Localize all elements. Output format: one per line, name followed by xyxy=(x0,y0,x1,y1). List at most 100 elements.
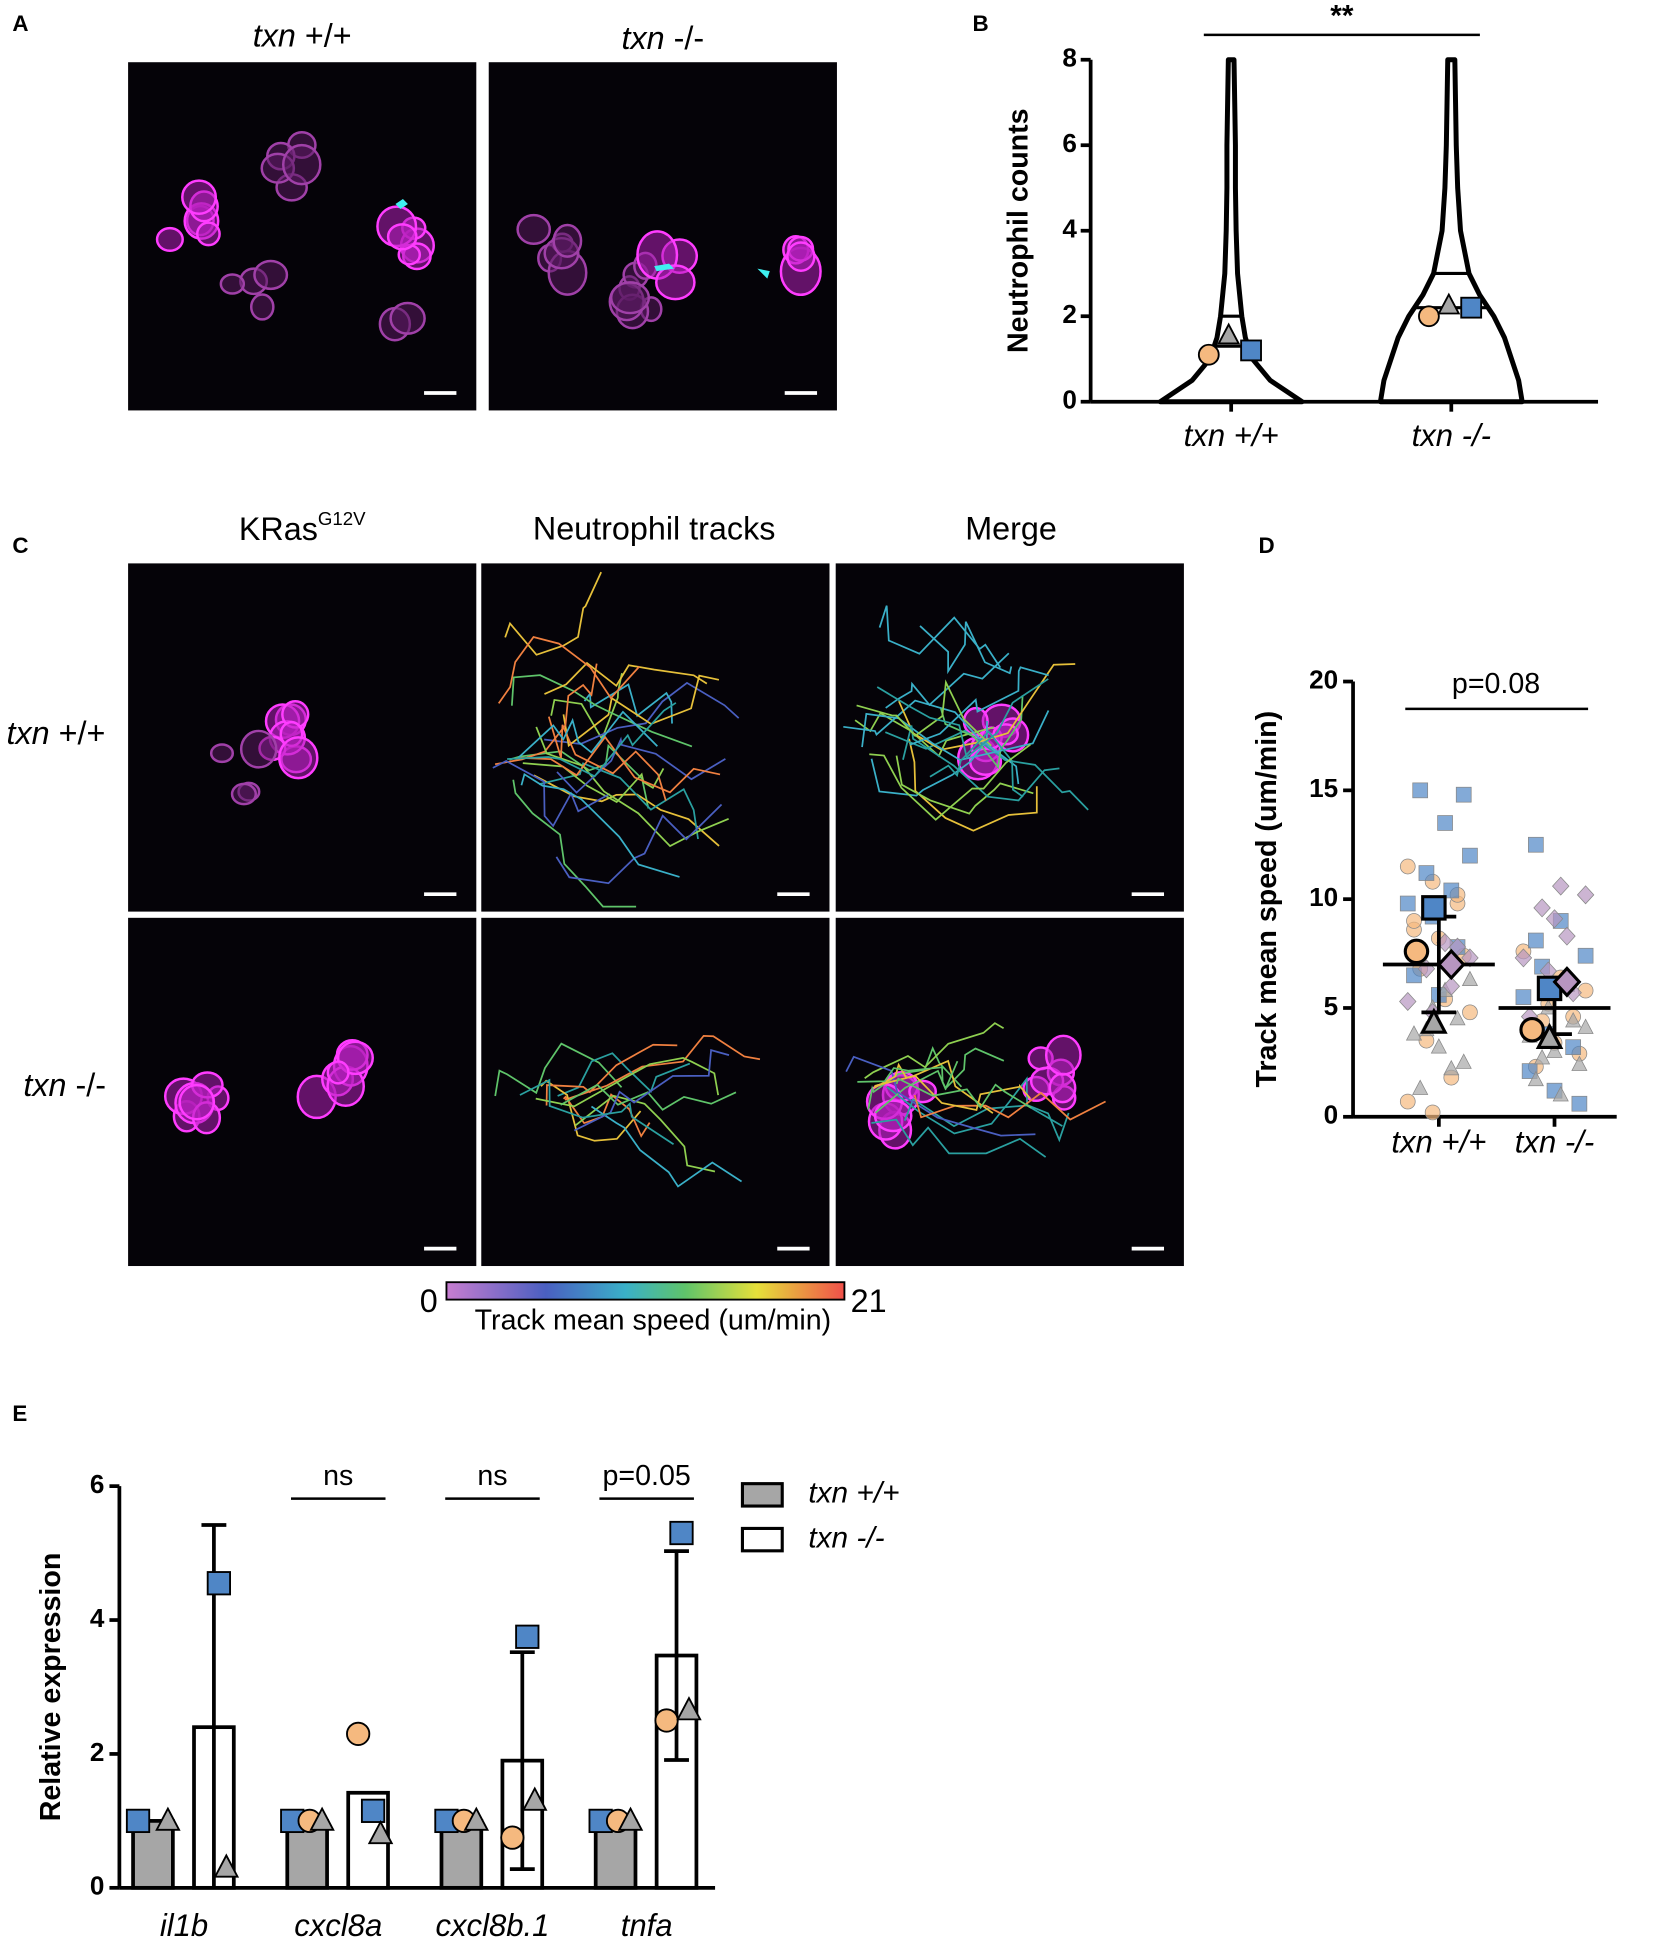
cell xyxy=(609,281,651,315)
y-tick-label: 6 xyxy=(90,1469,105,1499)
marker xyxy=(1406,967,1422,984)
y-axis-label: Neutrophil counts xyxy=(1002,108,1034,353)
marker xyxy=(1418,305,1440,328)
neutrophil-track xyxy=(494,1042,623,1097)
neutrophil-track xyxy=(557,1052,691,1097)
neutrophil-track xyxy=(492,760,611,828)
cell xyxy=(249,293,275,321)
genotype: +/+ xyxy=(59,715,106,751)
gene: txn xyxy=(253,17,296,53)
marker xyxy=(654,1708,679,1733)
marker xyxy=(1571,1095,1588,1112)
micrograph xyxy=(835,917,1184,1267)
neutrophil-track xyxy=(919,621,1013,675)
cell xyxy=(873,1099,913,1133)
y-tick-label: 2 xyxy=(1062,299,1077,329)
significance-label: ** xyxy=(1330,0,1354,32)
marker xyxy=(1577,1018,1594,1034)
cell xyxy=(181,179,218,215)
legend-swatch xyxy=(740,1526,784,1553)
marker xyxy=(1436,948,1466,981)
cell xyxy=(230,782,258,806)
neutrophil-track xyxy=(520,772,680,878)
marker xyxy=(1421,895,1447,921)
marker xyxy=(1514,948,1533,968)
y-tick-label: 2 xyxy=(90,1737,105,1767)
neutrophil-track xyxy=(929,730,1024,798)
marker xyxy=(1533,1049,1551,1065)
marker xyxy=(1455,1053,1472,1069)
marker xyxy=(522,1786,548,1811)
panel-label: C xyxy=(12,533,28,558)
y-tick-label: 6 xyxy=(1062,128,1077,158)
marker xyxy=(1552,966,1582,998)
marker xyxy=(1577,947,1594,964)
marker xyxy=(1565,1039,1582,1055)
marker xyxy=(346,1721,371,1746)
y-tick-label: 10 xyxy=(1309,882,1338,912)
micrograph xyxy=(128,62,477,411)
y-tick-label: 0 xyxy=(90,1871,105,1901)
marker xyxy=(309,1806,335,1831)
neutrophil-track xyxy=(555,803,723,885)
marker xyxy=(515,1624,540,1649)
cell xyxy=(196,221,221,247)
marker xyxy=(1460,296,1483,319)
panel-label: B xyxy=(973,11,989,36)
marker xyxy=(1462,847,1478,864)
neutrophil-track xyxy=(908,738,1038,832)
genotype: -/- xyxy=(674,19,705,55)
marker xyxy=(1240,339,1262,362)
neutrophil-track xyxy=(902,725,1060,802)
marker xyxy=(1546,1042,1563,1058)
annotation: p=0.08 xyxy=(1452,668,1540,700)
x-tick-label: txn -/- xyxy=(1412,418,1491,453)
y-tick-label: 0 xyxy=(1062,385,1077,415)
marker xyxy=(1461,970,1479,987)
colorbar-label: Track mean speed (um/min) xyxy=(475,1305,831,1337)
neutrophil-track xyxy=(884,729,1089,811)
neutrophil-track xyxy=(545,1043,678,1106)
cell xyxy=(219,273,246,295)
genotype: -/- xyxy=(75,1066,106,1102)
image-background xyxy=(481,563,830,912)
neutrophil-track xyxy=(550,673,623,741)
neutrophil-track xyxy=(903,1097,1070,1143)
neutrophil-track xyxy=(507,702,677,778)
neutrophil-track xyxy=(564,1034,761,1101)
y-axis-label: Relative expression xyxy=(35,1553,67,1822)
bar xyxy=(593,1819,638,1890)
micrograph xyxy=(481,563,830,912)
y-tick-label: 4 xyxy=(1062,214,1077,244)
legend-label: txn +/+ xyxy=(808,1477,899,1510)
marker xyxy=(1420,1007,1448,1034)
marker xyxy=(1437,292,1461,315)
neutrophil-track xyxy=(864,1022,1005,1079)
neutrophil-track xyxy=(583,683,673,724)
neutrophil-track xyxy=(504,571,602,656)
marker xyxy=(1406,913,1422,929)
gene: txn xyxy=(7,715,50,751)
genotype-label: txn -/- xyxy=(23,1066,106,1102)
marker xyxy=(1197,343,1220,366)
annotation: p=0.05 xyxy=(603,1460,691,1492)
panel-label: E xyxy=(12,1401,27,1426)
neutrophil-track xyxy=(517,710,658,759)
micrograph xyxy=(488,62,837,411)
marker xyxy=(206,1571,232,1596)
marker xyxy=(1430,1038,1447,1054)
neutrophil-track xyxy=(544,661,708,695)
marker xyxy=(360,1798,386,1823)
genotype-label: txn -/- xyxy=(622,19,705,55)
marker xyxy=(500,1825,525,1850)
neutrophil-track xyxy=(560,1083,737,1111)
marker xyxy=(213,1853,240,1878)
neutrophil-track xyxy=(843,699,1020,785)
colorbar-max: 21 xyxy=(851,1283,887,1319)
cell xyxy=(786,241,816,272)
marker xyxy=(1461,948,1479,968)
cell xyxy=(326,1060,350,1085)
micrograph xyxy=(835,563,1184,912)
